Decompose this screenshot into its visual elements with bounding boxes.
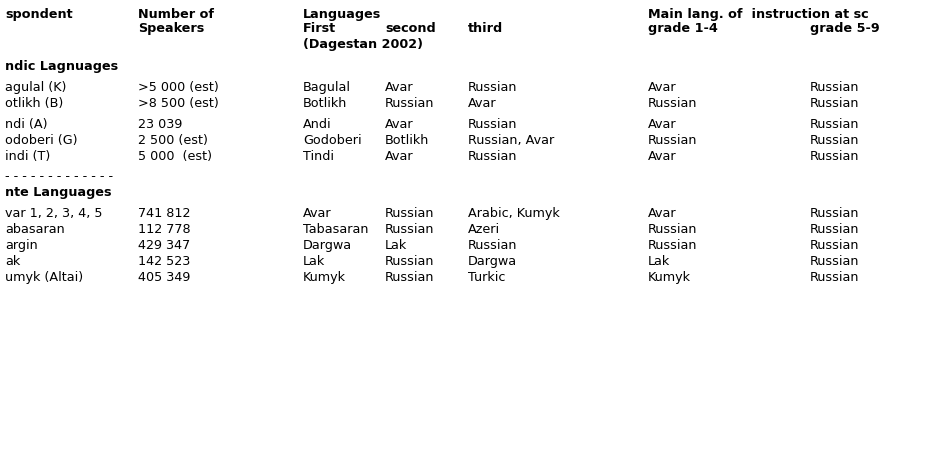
Text: Godoberi: Godoberi [303, 134, 362, 147]
Text: Avar: Avar [467, 97, 496, 110]
Text: third: third [467, 22, 502, 35]
Text: Dargwa: Dargwa [303, 239, 351, 252]
Text: 741 812: 741 812 [138, 207, 190, 220]
Text: >5 000 (est): >5 000 (est) [138, 81, 219, 94]
Text: Russian: Russian [647, 223, 697, 236]
Text: Main lang. of  instruction at sc: Main lang. of instruction at sc [647, 8, 868, 21]
Text: Languages: Languages [303, 8, 381, 21]
Text: Russian: Russian [467, 81, 517, 94]
Text: 5 000  (est): 5 000 (est) [138, 150, 211, 163]
Text: Russian: Russian [809, 255, 858, 268]
Text: Azeri: Azeri [467, 223, 500, 236]
Text: Lak: Lak [303, 255, 324, 268]
Text: (Dagestan 2002): (Dagestan 2002) [303, 38, 423, 51]
Text: Avar: Avar [385, 150, 413, 163]
Text: 2 500 (est): 2 500 (est) [138, 134, 208, 147]
Text: Tabasaran: Tabasaran [303, 223, 368, 236]
Text: Dargwa: Dargwa [467, 255, 516, 268]
Text: Avar: Avar [647, 81, 676, 94]
Text: Russian: Russian [385, 97, 434, 110]
Text: Russian: Russian [809, 97, 858, 110]
Text: Russian: Russian [385, 255, 434, 268]
Text: Russian: Russian [385, 271, 434, 284]
Text: Avar: Avar [385, 118, 413, 131]
Text: Russian: Russian [385, 207, 434, 220]
Text: Russian: Russian [809, 239, 858, 252]
Text: Kumyk: Kumyk [647, 271, 691, 284]
Text: Bagulal: Bagulal [303, 81, 350, 94]
Text: agulal (K): agulal (K) [5, 81, 67, 94]
Text: Kumyk: Kumyk [303, 271, 346, 284]
Text: argin: argin [5, 239, 38, 252]
Text: ak: ak [5, 255, 20, 268]
Text: Andi: Andi [303, 118, 331, 131]
Text: indi (T): indi (T) [5, 150, 50, 163]
Text: ndi (A): ndi (A) [5, 118, 47, 131]
Text: >8 500 (est): >8 500 (est) [138, 97, 219, 110]
Text: 23 039: 23 039 [138, 118, 183, 131]
Text: Russian, Avar: Russian, Avar [467, 134, 553, 147]
Text: abasaran: abasaran [5, 223, 65, 236]
Text: Tindi: Tindi [303, 150, 334, 163]
Text: Russian: Russian [385, 223, 434, 236]
Text: Russian: Russian [647, 239, 697, 252]
Text: var 1, 2, 3, 4, 5: var 1, 2, 3, 4, 5 [5, 207, 102, 220]
Text: Avar: Avar [385, 81, 413, 94]
Text: Turkic: Turkic [467, 271, 505, 284]
Text: Lak: Lak [385, 239, 407, 252]
Text: 405 349: 405 349 [138, 271, 190, 284]
Text: Avar: Avar [647, 150, 676, 163]
Text: Botlikh: Botlikh [385, 134, 429, 147]
Text: Russian: Russian [809, 271, 858, 284]
Text: umyk (Altai): umyk (Altai) [5, 271, 83, 284]
Text: Russian: Russian [809, 81, 858, 94]
Text: 112 778: 112 778 [138, 223, 190, 236]
Text: Avar: Avar [647, 207, 676, 220]
Text: Russian: Russian [467, 239, 517, 252]
Text: Russian: Russian [809, 150, 858, 163]
Text: 142 523: 142 523 [138, 255, 190, 268]
Text: spondent: spondent [5, 8, 72, 21]
Text: Russian: Russian [647, 97, 697, 110]
Text: second: second [385, 22, 436, 35]
Text: Lak: Lak [647, 255, 669, 268]
Text: - - - - - - - - - - - - -: - - - - - - - - - - - - - [5, 170, 113, 183]
Text: Avar: Avar [303, 207, 331, 220]
Text: First: First [303, 22, 336, 35]
Text: ndic Lagnuages: ndic Lagnuages [5, 60, 118, 73]
Text: Avar: Avar [647, 118, 676, 131]
Text: Russian: Russian [809, 134, 858, 147]
Text: Russian: Russian [809, 207, 858, 220]
Text: nte Languages: nte Languages [5, 186, 111, 199]
Text: Russian: Russian [647, 134, 697, 147]
Text: grade 1-4: grade 1-4 [647, 22, 717, 35]
Text: Number of: Number of [138, 8, 214, 21]
Text: grade 5-9: grade 5-9 [809, 22, 879, 35]
Text: Speakers: Speakers [138, 22, 204, 35]
Text: Russian: Russian [467, 150, 517, 163]
Text: Botlikh: Botlikh [303, 97, 347, 110]
Text: Russian: Russian [467, 118, 517, 131]
Text: Arabic, Kumyk: Arabic, Kumyk [467, 207, 559, 220]
Text: Russian: Russian [809, 118, 858, 131]
Text: Russian: Russian [809, 223, 858, 236]
Text: odoberi (G): odoberi (G) [5, 134, 78, 147]
Text: 429 347: 429 347 [138, 239, 190, 252]
Text: otlikh (B): otlikh (B) [5, 97, 63, 110]
